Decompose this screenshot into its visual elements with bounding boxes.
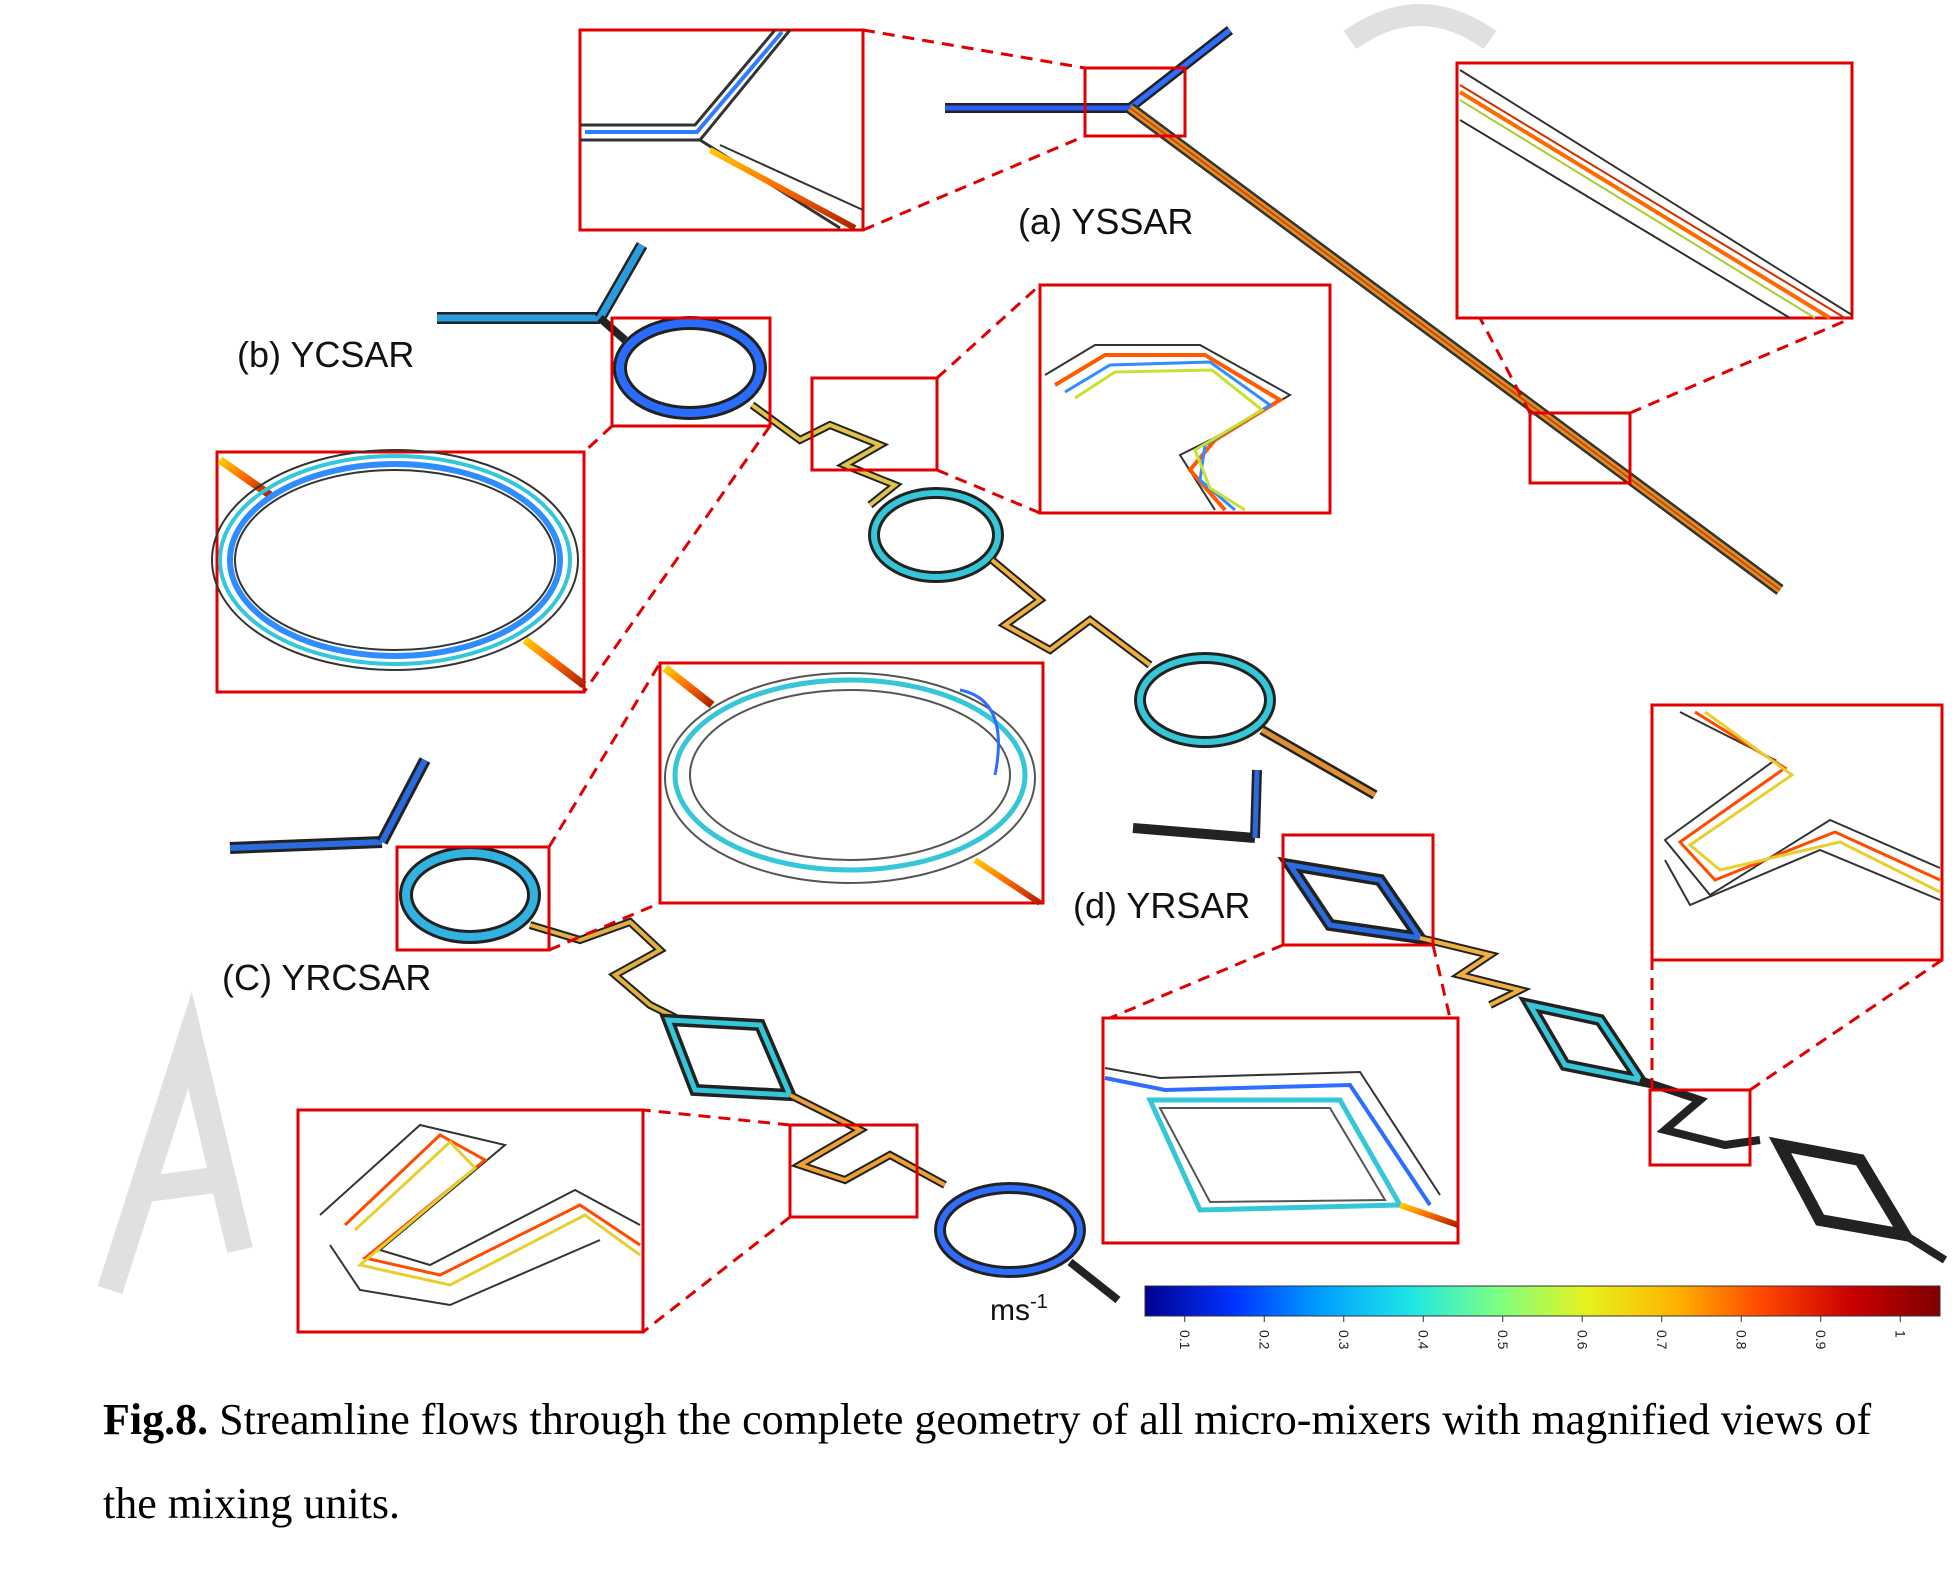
mixer-yssar [945, 26, 1784, 595]
figure-caption-label: Fig.8. [103, 1395, 209, 1444]
zoom-box-yrcsar-ring [395, 661, 1045, 952]
colorbar-tick-label: 0.8 [1733, 1330, 1749, 1350]
zoom-box-ycsar-ring [215, 316, 772, 694]
colorbar-tick-label: 0.5 [1495, 1330, 1511, 1350]
zoom-detail-ycsar-ring [211, 449, 587, 689]
colorbar-tick-label: 0.3 [1336, 1330, 1352, 1350]
colorbar-tick-label: 1 [1892, 1330, 1908, 1338]
watermark [97, 4, 1497, 1294]
zoom-box-yrsar-rhombus [1101, 833, 1460, 1245]
colorbar-unit: ms-1 [990, 1291, 1048, 1327]
mixer-yrcsar [229, 757, 1121, 1304]
zoom-detail-yrcsar-ring [662, 664, 1042, 906]
figure-caption-text: Streamline flows through the complete ge… [103, 1395, 1872, 1528]
zoom-detail-yrsar-step [1663, 710, 1941, 907]
panel-label-c: (C) YRCSAR [222, 957, 431, 998]
mixer-ycsar [437, 242, 1378, 800]
colorbar-tick-label: 0.2 [1256, 1330, 1272, 1350]
panel-label-b: (b) YCSAR [237, 334, 414, 375]
zoom-box-ycsar-step [810, 283, 1332, 515]
panel-label-d: (d) YRSAR [1073, 885, 1250, 926]
panel-label-a: (a) YSSAR [1018, 201, 1193, 242]
zoom-box-yrsar-step [1648, 703, 1944, 1167]
colorbar-tick-label: 0.1 [1177, 1330, 1193, 1350]
zoom-detail-ycsar-step [1044, 344, 1293, 512]
zoom-detail-yssar-junction [580, 29, 864, 231]
zoom-detail-yrcsar-step [319, 1123, 641, 1307]
colorbar-tick-label: 0.4 [1415, 1330, 1431, 1350]
colorbar-tick-label: 0.6 [1574, 1330, 1590, 1350]
colorbar: 0.1 0.2 0.3 0.4 0.5 0.6 0.7 0.8 0.9 1 [1144, 1285, 1941, 1350]
colorbar-bar [1144, 1285, 1941, 1317]
figure-caption: Fig.8. Streamline flows through the comp… [103, 1378, 1893, 1546]
zoom-box-yrcsar-step [296, 1108, 919, 1334]
zoom-box-yssar-channel [1455, 61, 1854, 485]
zoom-detail-yssar-channel [1458, 69, 1853, 320]
colorbar-tick-label: 0.7 [1654, 1330, 1670, 1350]
colorbar-tick-label: 0.9 [1813, 1330, 1829, 1350]
zoom-detail-yrsar-rhombus [1104, 1067, 1459, 1228]
colorbar-ticks: 0.1 0.2 0.3 0.4 0.5 0.6 0.7 0.8 0.9 1 [1177, 1316, 1908, 1350]
mixer-yrsar [1132, 769, 1948, 1264]
zoom-box-yssar-junction [578, 28, 1187, 232]
